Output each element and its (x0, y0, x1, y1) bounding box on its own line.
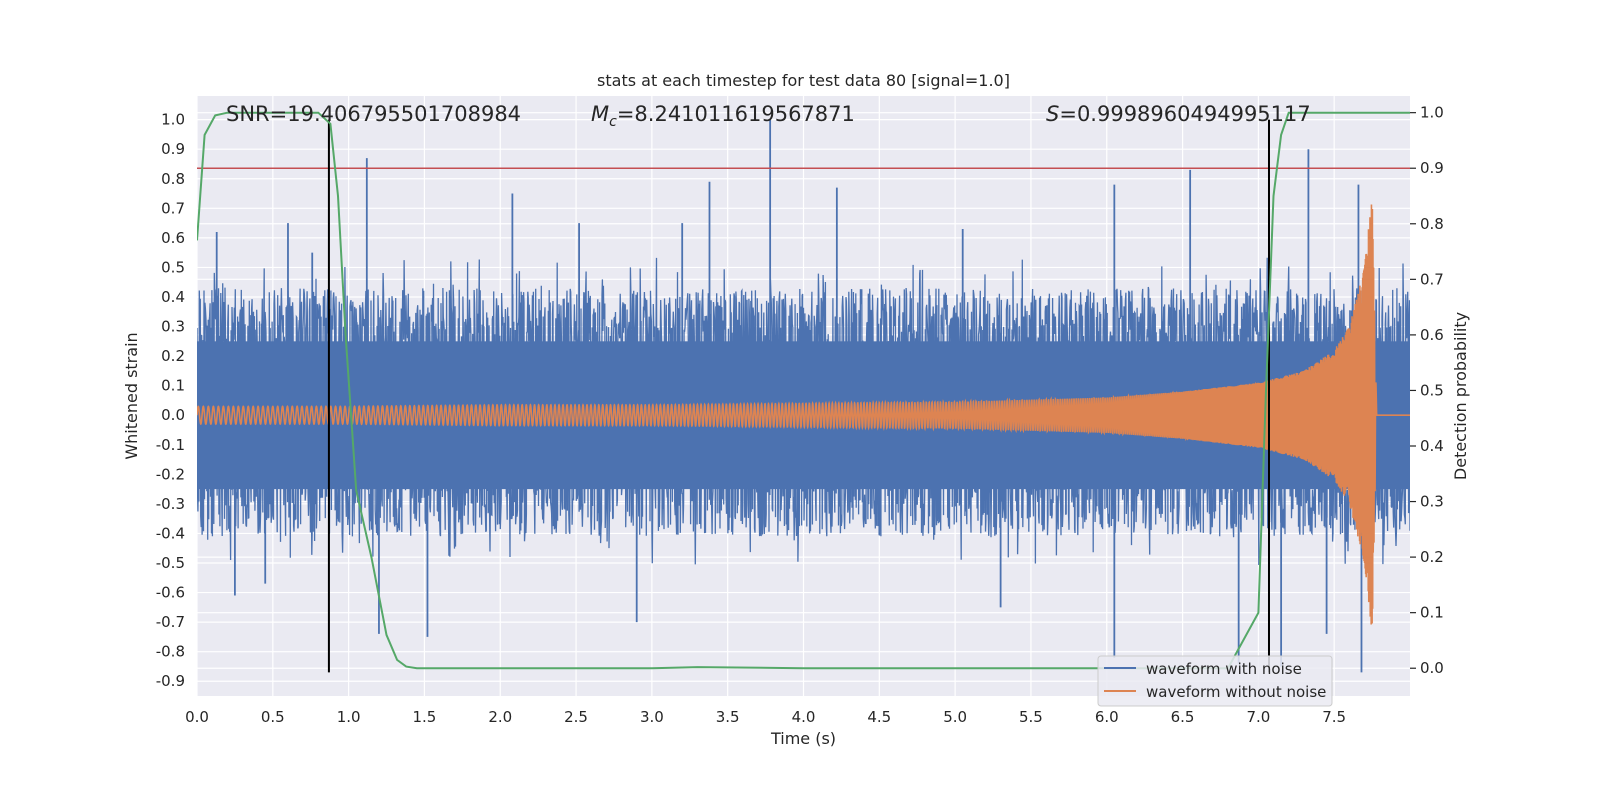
y-tick-label: 0.4 (161, 288, 185, 306)
score-symbol: S (1046, 102, 1059, 126)
x-tick-label: 5.5 (1019, 708, 1043, 726)
y-tick-label: -0.9 (156, 672, 185, 690)
right-y-tick-label: 0.7 (1420, 270, 1444, 288)
x-tick-label: 6.5 (1171, 708, 1195, 726)
chart-title: stats at each timestep for test data 80 … (597, 71, 1010, 90)
snr-annotation: SNR=19.406795501708984 (226, 102, 521, 126)
legend-label-noisy: waveform with noise (1146, 660, 1302, 678)
y-tick-label: -0.7 (156, 613, 185, 631)
y-tick-label: 0.1 (161, 377, 185, 395)
x-tick-label: 4.5 (867, 708, 891, 726)
y-tick-label: -0.2 (156, 465, 185, 483)
y-tick-label: 0.3 (161, 318, 185, 336)
chirp-mass-symbol: M (591, 102, 609, 126)
y-tick-label: -0.3 (156, 495, 185, 513)
x-axis-ticks: 0.0 0.5 1.0 1.5 2.0 2.5 3.0 3.5 4.0 4.5 5.0 5.5 6.0 6… (185, 708, 1346, 726)
y-tick-label: 0.9 (161, 140, 185, 158)
y-tick-label: 1.0 (161, 111, 185, 129)
x-tick-label: 3.5 (716, 708, 740, 726)
x-tick-label: 1.0 (337, 708, 361, 726)
chirp-mass-value: =8.241011619567871 (617, 102, 855, 126)
x-axis-label: Time (s) (770, 729, 836, 748)
legend-label-clean: waveform without noise (1146, 683, 1326, 701)
clean-waveform (197, 204, 1410, 625)
clean-waveform-line (197, 204, 1410, 625)
x-tick-label: 3.0 (640, 708, 664, 726)
x-tick-label: 1.5 (413, 708, 437, 726)
x-tick-label: 6.0 (1095, 708, 1119, 726)
detection-probability-line (197, 111, 1410, 670)
y-axis-label: Whitened strain (122, 332, 141, 459)
right-y-axis-ticks: 1.0 0.9 0.8 0.7 0.6 0.5 0.4 0.3 0.2 0.1 0.0 (1410, 104, 1444, 677)
score-annotation: S=0.9998960494995117 (1046, 102, 1311, 126)
plot-content (197, 111, 1410, 673)
right-y-tick-label: 0.0 (1420, 659, 1444, 677)
x-tick-label: 0.5 (261, 708, 285, 726)
y-tick-label: 0.8 (161, 170, 185, 188)
right-y-tick-label: 1.0 (1420, 104, 1444, 122)
y-tick-label: -0.4 (156, 524, 185, 542)
right-y-tick-label: 0.8 (1420, 215, 1444, 233)
noisy-waveform-line (197, 257, 1410, 566)
chirp-mass-subscript: c (609, 114, 617, 130)
x-tick-label: 7.0 (1246, 708, 1270, 726)
y-tick-label: 0.6 (161, 229, 185, 247)
x-tick-label: 4.0 (792, 708, 816, 726)
x-tick-label: 5.0 (943, 708, 967, 726)
y-axis-ticks: 1.0 0.9 0.8 0.7 0.6 0.5 0.4 0.3 0.2 0.1 0.0 -0.1 -0.… (156, 111, 185, 691)
y-tick-label: 0.0 (161, 406, 185, 424)
y-tick-label: -0.5 (156, 554, 185, 572)
right-y-axis-label: Detection probability (1451, 312, 1470, 480)
x-tick-label: 2.0 (488, 708, 512, 726)
right-y-tick-label: 0.9 (1420, 159, 1444, 177)
right-y-tick-label: 0.1 (1420, 604, 1444, 622)
y-tick-label: 0.5 (161, 258, 185, 276)
right-y-tick-label: 0.5 (1420, 381, 1444, 399)
score-value: =0.9998960494995117 (1059, 102, 1310, 126)
x-tick-label: 2.5 (564, 708, 588, 726)
right-y-tick-label: 0.4 (1420, 437, 1444, 455)
overlay-lines (197, 111, 1410, 673)
right-y-tick-label: 0.6 (1420, 326, 1444, 344)
right-y-tick-label: 0.2 (1420, 548, 1444, 566)
chirp-mass-annotation: Mc=8.241011619567871 (591, 102, 855, 130)
y-tick-label: 0.7 (161, 199, 185, 217)
right-y-tick-label: 0.3 (1420, 493, 1444, 511)
y-tick-label: -0.1 (156, 436, 185, 454)
x-tick-label: 7.5 (1322, 708, 1346, 726)
legend: waveform with noise waveform without noi… (1097, 655, 1333, 707)
y-tick-label: -0.8 (156, 643, 185, 661)
x-tick-label: 0.0 (185, 708, 209, 726)
y-tick-label: -0.6 (156, 584, 185, 602)
legend-box (1097, 655, 1333, 707)
y-tick-label: 0.2 (161, 347, 185, 365)
